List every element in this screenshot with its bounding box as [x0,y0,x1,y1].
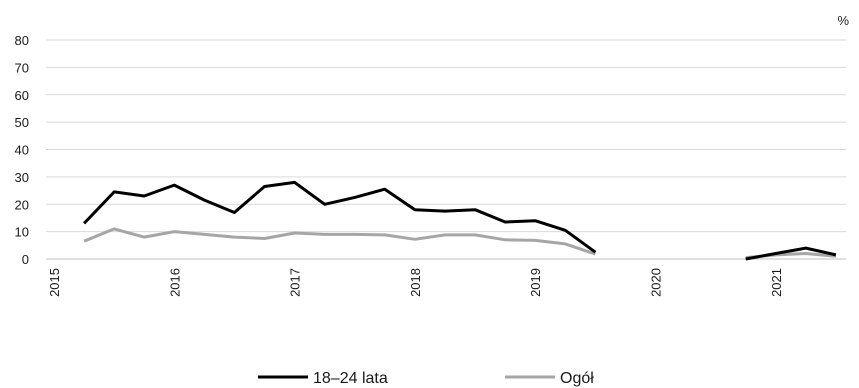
y-tick-label: 80 [15,33,29,48]
y-tick-label: 10 [15,225,29,240]
legend-label: Ogół [560,370,594,387]
y-axis-ticks: 0 10 20 30 40 50 60 70 80 [15,33,29,267]
series-line-18-24 [83,180,597,254]
plot-area [83,180,837,261]
x-tick-label: 2017 [288,268,303,297]
gridlines [46,39,846,260]
series-line-18-24 [745,246,837,261]
x-tick-label: 2020 [649,268,664,297]
y-tick-label: 30 [15,170,29,185]
y-tick-label: 0 [22,252,29,267]
y-tick-label: 70 [15,60,29,75]
x-tick-label: 2016 [167,268,182,297]
x-tick-label: 2019 [528,268,543,297]
x-tick-label: 2015 [47,268,62,297]
y-tick-label: 40 [15,143,29,158]
y-tick-label: 60 [15,88,29,103]
legend-label: 18–24 lata [313,370,388,387]
series-line-ogol [83,227,596,256]
y-tick-label: 20 [15,197,29,212]
x-axis-ticks: 2015 2016 2017 2018 2019 2020 2021 [47,268,784,297]
x-tick-label: 2021 [769,268,784,297]
x-tick-label: 2018 [408,268,423,297]
y-tick-label: 50 [15,115,29,130]
unit-label: % [837,13,849,28]
legend: 18–24 lata Ogół [258,370,594,387]
